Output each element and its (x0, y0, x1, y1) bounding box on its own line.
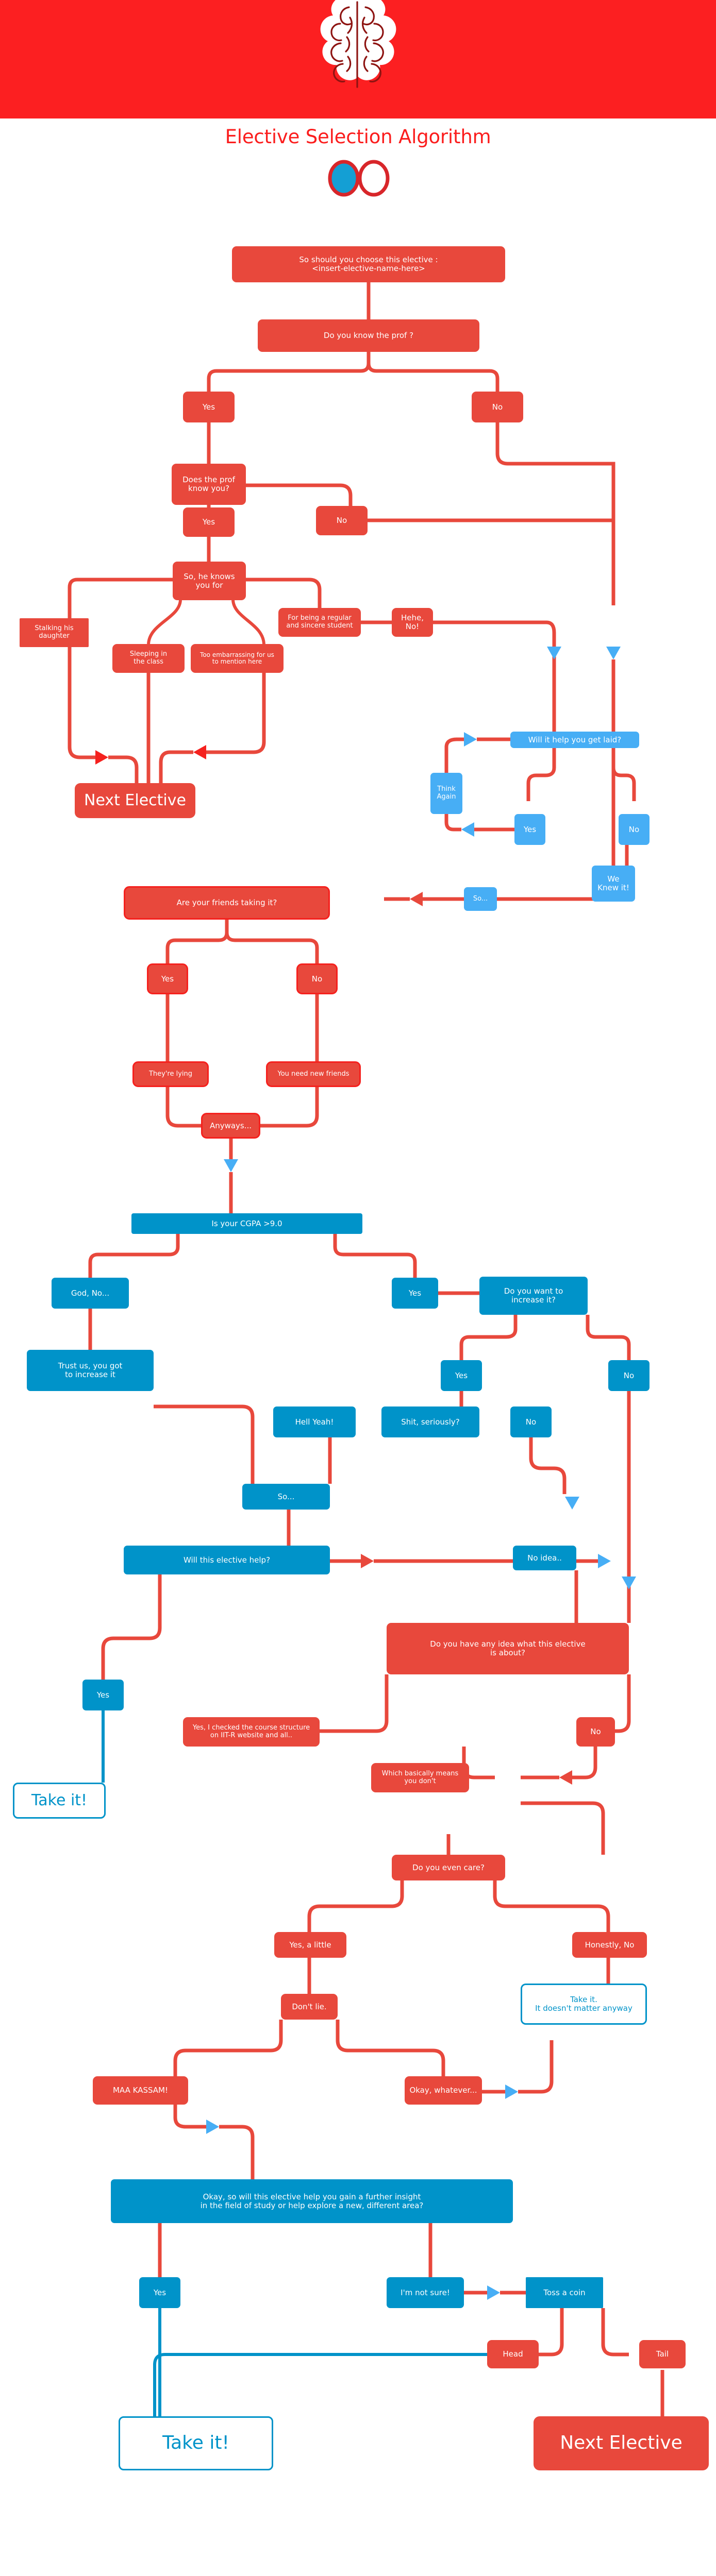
node-want-to-increase-line2: increase it? (511, 1295, 556, 1304)
node-im-not-sure[interactable]: I'm not sure! (387, 2277, 464, 2308)
node-too-embarrassing-line2: to mention here (212, 658, 262, 665)
node-increase-yes[interactable]: Yes (441, 1360, 482, 1391)
node-prof-knows-you-line2: know you? (188, 484, 229, 493)
node-need-new-friends[interactable]: You need new friends (266, 1061, 361, 1087)
node-cgpa-yes[interactable]: Yes (392, 1278, 438, 1309)
node-so-2[interactable]: So... (242, 1484, 330, 1510)
node-stalking-daughter[interactable]: Stalking his daughter (20, 618, 89, 647)
node-basically-means-you-dont-line1: Which basically means (381, 1769, 459, 1777)
node-stalking-daughter-line1: Stalking his (35, 624, 74, 633)
node-shit-seriously[interactable]: Shit, seriously? (381, 1406, 479, 1437)
node-so-1[interactable]: So... (464, 887, 497, 911)
node-start[interactable]: So should you choose this elective : <in… (232, 246, 505, 282)
node-theyre-lying[interactable]: They're lying (132, 1061, 209, 1087)
node-checked-course-structure[interactable]: Yes, I checked the course structure on I… (183, 1717, 320, 1747)
node-too-embarrassing[interactable]: Too embarrassing for us to mention here (191, 644, 284, 673)
node-any-idea-no[interactable]: No (576, 1717, 615, 1747)
page-title: Elective Selection Algorithm (225, 126, 491, 148)
node-think-again[interactable]: Think Again (430, 773, 462, 814)
node-care-honestly-no[interactable]: Honestly, No (572, 1932, 647, 1958)
node-take-it-2[interactable]: Take it! (119, 2416, 273, 2470)
node-regular-sincere-student[interactable]: For being a regular and sincere student (278, 608, 361, 637)
node-trust-us-increase-line2: to increase it (65, 1370, 115, 1379)
node-any-idea-about-elective-line2: is about? (490, 1648, 525, 1657)
node-no-idea[interactable]: No idea.. (513, 1546, 576, 1570)
node-hell-yeah[interactable]: Hell Yeah! (273, 1406, 356, 1437)
node-coin-head[interactable]: Head (487, 2340, 539, 2368)
node-trust-us-increase-line1: Trust us, you got (58, 1361, 123, 1371)
node-prof-knows-you-line1: Does the prof (182, 475, 235, 485)
node-next-elective-1[interactable]: Next Elective (75, 783, 195, 818)
node-toss-a-coin[interactable]: Toss a coin (526, 2277, 603, 2308)
node-take-it-doesnt-matter-line2: It doesn't matter anyway (535, 2004, 632, 2013)
node-any-idea-about-elective-line1: Do you have any idea what this elective (430, 1639, 586, 1649)
node-we-knew-it-line1: We (607, 874, 620, 884)
node-know-prof-no[interactable]: No (472, 392, 523, 422)
node-laid-yes[interactable]: Yes (514, 814, 545, 845)
node-checked-course-structure-line2: on IIT-R website and all.. (210, 1731, 293, 1739)
node-think-again-line2: Again (437, 793, 456, 801)
node-will-elective-help[interactable]: Will this elective help? (124, 1546, 330, 1574)
node-further-insight-question-line1: Okay, so will this elective help you gai… (203, 2192, 421, 2201)
node-friends-yes[interactable]: Yes (147, 963, 188, 994)
node-prof-knows-no[interactable]: No (316, 506, 368, 535)
node-insight-yes[interactable]: Yes (139, 2277, 180, 2308)
node-next-elective-2[interactable]: Next Elective (534, 2416, 709, 2470)
node-cgpa-question[interactable]: Is your CGPA >9.0 (131, 1213, 362, 1234)
node-okay-whatever[interactable]: Okay, whatever... (405, 2076, 482, 2105)
node-any-idea-about-elective[interactable]: Do you have any idea what this elective … (387, 1623, 629, 1674)
node-he-knows-you-for-line1: So, he knows (184, 571, 235, 581)
node-take-it-doesnt-matter-line1: Take it. (570, 1995, 597, 2005)
node-do-you-even-care[interactable]: Do you even care? (392, 1855, 505, 1880)
glasses-icon (328, 160, 389, 197)
node-prof-knows-you[interactable]: Does the prof know you? (172, 464, 246, 505)
node-start-line1: So should you choose this elective : (299, 255, 438, 265)
node-think-again-line1: Think (437, 785, 456, 793)
node-anyways[interactable]: Anyways... (201, 1113, 260, 1139)
node-seriously-no[interactable]: No (510, 1406, 552, 1437)
node-dont-lie[interactable]: Don't lie. (281, 1994, 338, 2020)
node-we-knew-it-line2: Knew it! (597, 883, 629, 892)
node-basically-means-you-dont-line2: you don't (404, 1777, 436, 1785)
node-trust-us-increase[interactable]: Trust us, you got to increase it (27, 1350, 154, 1391)
node-hehe-no[interactable]: Hehe, No! (392, 608, 433, 637)
node-help-get-laid[interactable]: Will it help you get laid? (510, 732, 639, 748)
header-banner (0, 0, 716, 118)
node-stalking-daughter-line2: daughter (39, 632, 70, 640)
node-know-prof-yes[interactable]: Yes (183, 392, 235, 422)
node-checked-course-structure-line1: Yes, I checked the course structure (192, 1723, 310, 1732)
node-prof-knows-yes[interactable]: Yes (183, 507, 235, 537)
node-sleeping-in-class-line2: the class (134, 658, 163, 666)
node-he-knows-you-for-line2: you for (195, 580, 223, 590)
node-regular-sincere-student-line1: For being a regular (288, 614, 352, 622)
node-know-prof[interactable]: Do you know the prof ? (258, 319, 479, 352)
node-want-to-increase-line1: Do you want to (504, 1286, 563, 1296)
node-take-it-1[interactable]: Take it! (13, 1783, 106, 1819)
node-sleeping-in-class[interactable]: Sleeping in the class (112, 644, 185, 673)
node-cgpa-god-no[interactable]: God, No... (52, 1278, 129, 1309)
node-friends-taking-it[interactable]: Are your friends taking it? (124, 886, 330, 920)
node-help-yes[interactable]: Yes (82, 1680, 124, 1710)
node-we-knew-it[interactable]: We Knew it! (592, 866, 635, 902)
node-coin-tail[interactable]: Tail (639, 2340, 686, 2368)
node-regular-sincere-student-line2: and sincere student (286, 622, 353, 630)
node-laid-no[interactable]: No (619, 814, 650, 845)
node-care-yes-a-little[interactable]: Yes, a little (274, 1932, 346, 1958)
brain-logo-icon (320, 0, 396, 88)
node-basically-means-you-dont[interactable]: Which basically means you don't (371, 1763, 469, 1792)
node-take-it-doesnt-matter[interactable]: Take it. It doesn't matter anyway (521, 1984, 647, 2025)
node-increase-no[interactable]: No (608, 1360, 650, 1391)
node-maa-kassam[interactable]: MAA KASSAM! (93, 2076, 188, 2105)
node-friends-no[interactable]: No (296, 963, 338, 994)
node-want-to-increase[interactable]: Do you want to increase it? (479, 1277, 588, 1315)
node-he-knows-you-for[interactable]: So, he knows you for (173, 562, 246, 600)
node-start-line2: <insert-elective-name-here> (312, 264, 425, 273)
node-further-insight-question[interactable]: Okay, so will this elective help you gai… (111, 2179, 513, 2223)
node-too-embarrassing-line1: Too embarrassing for us (200, 651, 274, 658)
node-further-insight-question-line2: in the field of study or help explore a … (200, 2200, 424, 2210)
node-sleeping-in-class-line1: Sleeping in (129, 650, 168, 658)
